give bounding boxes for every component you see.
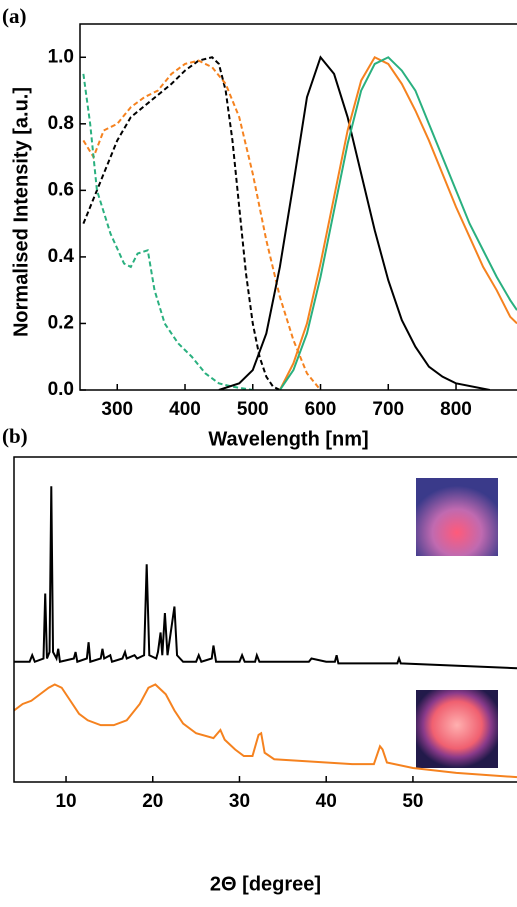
x-tick-label: 500 (237, 399, 269, 420)
y-tick-label: 1.0 (48, 46, 74, 67)
data-line (279, 56, 517, 390)
y-tick-label: 0.8 (48, 113, 74, 134)
y-tick-label: 0.0 (48, 379, 74, 400)
x-tick-label: 300 (101, 399, 133, 420)
x-tick-label: 800 (440, 399, 472, 420)
x-tick-label: 600 (305, 399, 337, 420)
x-tick-label: 10 (55, 791, 76, 812)
y-tick-label: 0.2 (48, 312, 74, 333)
x-tick-label: 20 (142, 791, 163, 812)
panel-label: (b) (2, 424, 28, 448)
data-line (14, 486, 517, 670)
x-tick-label: 400 (169, 399, 201, 420)
y-tick-label: 0.4 (48, 246, 75, 267)
data-line (218, 55, 491, 390)
data-line (278, 55, 517, 390)
x-tick-label: 30 (229, 791, 250, 812)
data-line (82, 73, 253, 390)
y-axis-label: Normalised Intensity [a.u.] (10, 87, 32, 337)
panel-label: (a) (2, 4, 27, 28)
data-line (82, 56, 281, 390)
axis-frame (79, 23, 517, 391)
x-tick-label: 50 (402, 791, 423, 812)
data-line (82, 59, 322, 390)
data-line (14, 683, 517, 779)
x-axis-label: 2Θ [degree] (210, 873, 321, 895)
x-axis-label: Wavelength [nm] (208, 428, 368, 450)
x-tick-label: 700 (372, 399, 404, 420)
y-tick-label: 0.6 (48, 179, 74, 200)
inset-photo (416, 690, 498, 768)
inset-photo (416, 478, 498, 556)
x-tick-label: 40 (316, 791, 337, 812)
axis-frame (13, 456, 517, 783)
